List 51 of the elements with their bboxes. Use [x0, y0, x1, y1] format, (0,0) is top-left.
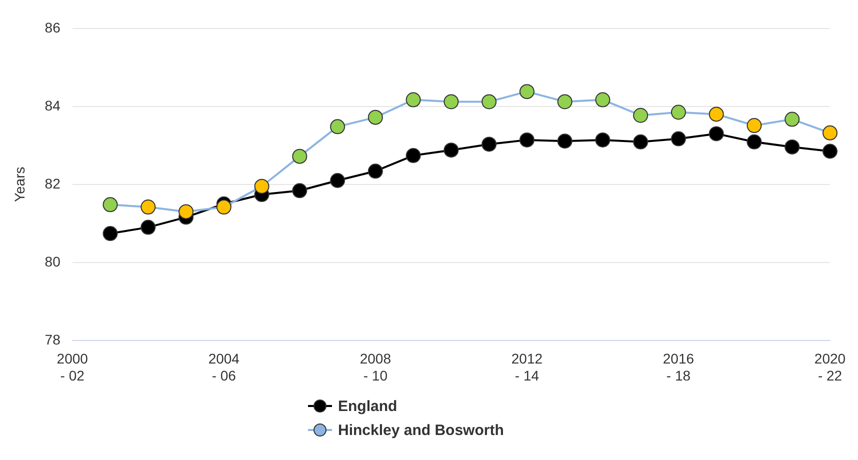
- point: [708, 106, 724, 122]
- point: [330, 173, 346, 188]
- y-tick-label: 80: [44, 253, 61, 270]
- point: [557, 94, 572, 110]
- x-tick-label: 2004 - 06: [208, 350, 240, 384]
- point: [140, 220, 156, 235]
- point: [368, 110, 383, 125]
- point: [292, 148, 308, 164]
- point: [254, 178, 270, 194]
- point: [178, 204, 194, 220]
- point: [822, 125, 838, 140]
- point: [784, 112, 800, 127]
- point: [595, 92, 610, 108]
- point: [482, 136, 497, 152]
- y-axis-title: Years: [11, 166, 28, 202]
- point: [368, 164, 383, 179]
- point: [406, 92, 421, 108]
- y-tick-label: 84: [44, 97, 61, 114]
- point: [670, 131, 686, 146]
- x-tick-label: 2000 - 02: [56, 350, 88, 384]
- point: [557, 134, 572, 149]
- point: [216, 200, 232, 215]
- y-tick-label: 82: [44, 175, 61, 192]
- legend-label: Hinckley and Bosworth: [338, 422, 504, 438]
- point: [330, 119, 346, 134]
- point: [406, 148, 421, 164]
- point: [784, 139, 800, 154]
- x-tick-label: 2020 - 22: [814, 350, 846, 384]
- y-tick-label: 86: [44, 19, 61, 36]
- y-tick-label: 78: [44, 331, 61, 348]
- x-tick-label: 2012 - 14: [511, 350, 543, 384]
- point: [519, 132, 534, 148]
- legend-label: England: [338, 398, 398, 414]
- point: [822, 144, 838, 159]
- point: [595, 132, 610, 148]
- point: [746, 134, 762, 150]
- point: [708, 126, 724, 142]
- point: [746, 118, 762, 134]
- point: [292, 183, 308, 198]
- point: [633, 134, 648, 150]
- point: [140, 200, 156, 215]
- x-tick-label: 2008 - 10: [360, 350, 392, 384]
- point: [482, 94, 497, 110]
- point: [444, 142, 459, 158]
- point: [102, 197, 118, 212]
- point: [633, 108, 648, 123]
- point: [102, 226, 118, 242]
- point: [519, 84, 534, 100]
- point: [444, 94, 459, 110]
- point: [670, 104, 686, 120]
- x-tick-label: 2016 - 18: [662, 350, 694, 384]
